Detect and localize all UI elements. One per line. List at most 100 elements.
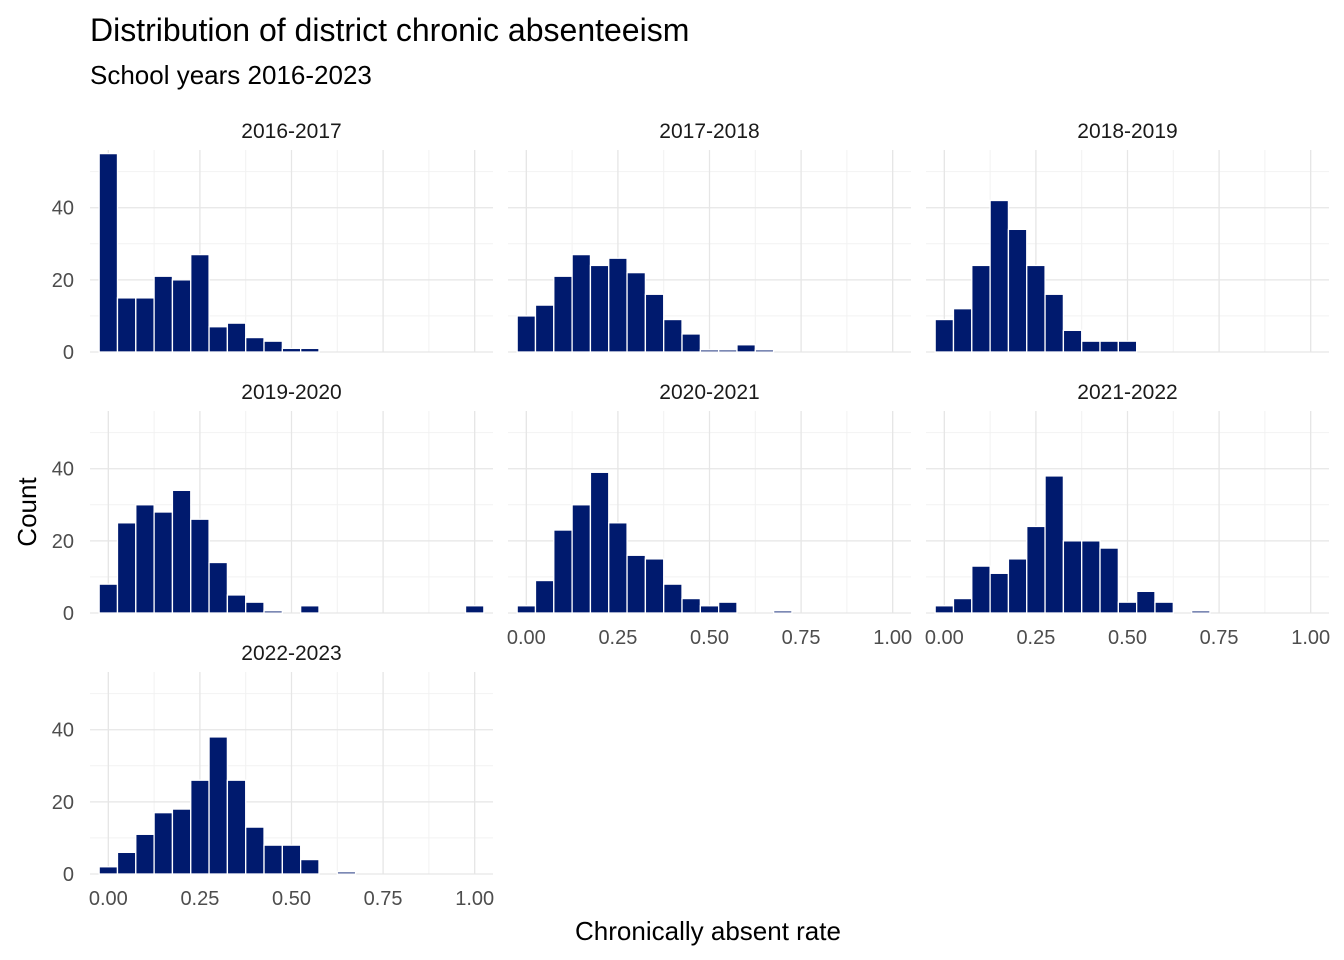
histogram-bar [754, 349, 775, 353]
histogram-bar [1081, 540, 1101, 614]
histogram-bar [952, 308, 973, 353]
x-tick-label: 0.25 [180, 888, 219, 910]
histogram-bar [934, 318, 955, 353]
histogram-bar [1099, 547, 1119, 614]
histogram-bar [171, 489, 192, 614]
histogram-bar [699, 349, 720, 353]
histogram-bar [245, 826, 265, 875]
histogram-bar [571, 253, 592, 353]
chart-title: Distribution of district chronic absente… [90, 12, 690, 48]
histogram-bar [952, 597, 973, 614]
histogram-bar [171, 279, 192, 353]
histogram-bar [1026, 525, 1046, 614]
histogram-bar [608, 257, 628, 353]
histogram-bar [971, 565, 991, 614]
histogram-bar [153, 511, 174, 614]
histogram-bar [98, 866, 119, 875]
histogram-bar [226, 779, 247, 875]
histogram-bar [135, 297, 155, 353]
x-tick-label: 0.50 [272, 888, 311, 910]
histogram-bar [226, 322, 247, 353]
histogram-bar [1190, 610, 1211, 614]
histogram-bar [135, 504, 155, 614]
histogram-bar [608, 522, 628, 614]
strip-label-2022-2023: 2022-2023 [241, 642, 341, 665]
histogram-bar [534, 304, 555, 353]
histogram-bar [718, 601, 738, 614]
strip-label-2016-2017: 2016-2017 [241, 120, 341, 143]
histogram-bar [98, 583, 119, 614]
histogram-bar [281, 844, 302, 875]
histogram-bar [153, 275, 174, 353]
histogram-bar [153, 812, 174, 875]
y-axis-title: Count [12, 477, 42, 547]
strip-label-2020-2021: 2020-2021 [659, 381, 759, 404]
x-tick-label: 1.00 [873, 627, 912, 649]
histogram-bar [626, 554, 647, 614]
histogram-bar [736, 344, 756, 353]
histogram-bar [208, 736, 229, 875]
histogram-bar [1154, 601, 1174, 614]
histogram-bar [226, 594, 247, 614]
histogram-bar [1062, 540, 1083, 614]
y-tick-label: 20 [52, 270, 74, 292]
histogram-bar [190, 779, 210, 875]
histogram-bar [1117, 601, 1138, 614]
histogram-bar [534, 579, 555, 614]
histogram-bar [934, 605, 955, 614]
x-tick-label: 1.00 [1291, 627, 1330, 649]
histogram-bar [116, 522, 137, 614]
histogram-bar [116, 851, 137, 875]
histogram-bar [464, 605, 485, 614]
histogram-bar [300, 858, 320, 875]
histogram-bar [1117, 340, 1138, 353]
histogram-bar [1007, 558, 1028, 614]
histogram-bar [644, 558, 665, 614]
histogram-bar [1099, 340, 1119, 353]
histogram-bar [772, 610, 793, 614]
x-tick-label: 0.00 [89, 888, 128, 910]
y-tick-label: 20 [52, 792, 74, 814]
histogram-bar [263, 340, 283, 353]
histogram-bar [553, 529, 573, 614]
x-tick-label: 0.75 [364, 888, 403, 910]
histogram-bar [626, 271, 647, 353]
y-tick-label: 40 [52, 720, 74, 742]
histogram-bar [98, 152, 119, 353]
histogram-bar [263, 610, 283, 614]
strip-label-2019-2020: 2019-2020 [241, 381, 341, 404]
histogram-bar [516, 315, 537, 353]
histogram-bar [190, 253, 210, 353]
histogram-bar [663, 583, 683, 614]
histogram-bar [245, 601, 265, 614]
x-tick-label: 0.25 [598, 627, 637, 649]
x-tick-label: 0.50 [690, 627, 729, 649]
histogram-bar [281, 347, 302, 353]
histogram-bar [245, 336, 265, 353]
histogram-bar [516, 605, 537, 614]
histogram-bar [336, 871, 357, 875]
histogram-bar [1081, 340, 1101, 353]
x-tick-label: 1.00 [455, 888, 494, 910]
histogram-bar [208, 326, 229, 353]
histogram-bar [1007, 228, 1028, 353]
histogram-bar [681, 333, 701, 353]
histogram-bar [263, 844, 283, 875]
histogram-bar [663, 318, 683, 353]
histogram-bar [681, 597, 701, 614]
histogram-bar [589, 264, 610, 353]
histogram-bar [1044, 475, 1065, 614]
y-tick-label: 40 [52, 198, 74, 220]
y-tick-label: 0 [63, 864, 74, 886]
histogram-bar [644, 293, 665, 353]
histogram-bar [171, 808, 192, 875]
histogram-bar [190, 518, 210, 614]
x-tick-label: 0.25 [1016, 627, 1055, 649]
x-tick-label: 0.50 [1108, 627, 1147, 649]
histogram-bar [116, 297, 137, 353]
histogram-bar [989, 572, 1010, 614]
x-tick-label: 0.00 [507, 627, 546, 649]
histogram-bar [589, 471, 610, 614]
histogram-bar [208, 561, 229, 614]
